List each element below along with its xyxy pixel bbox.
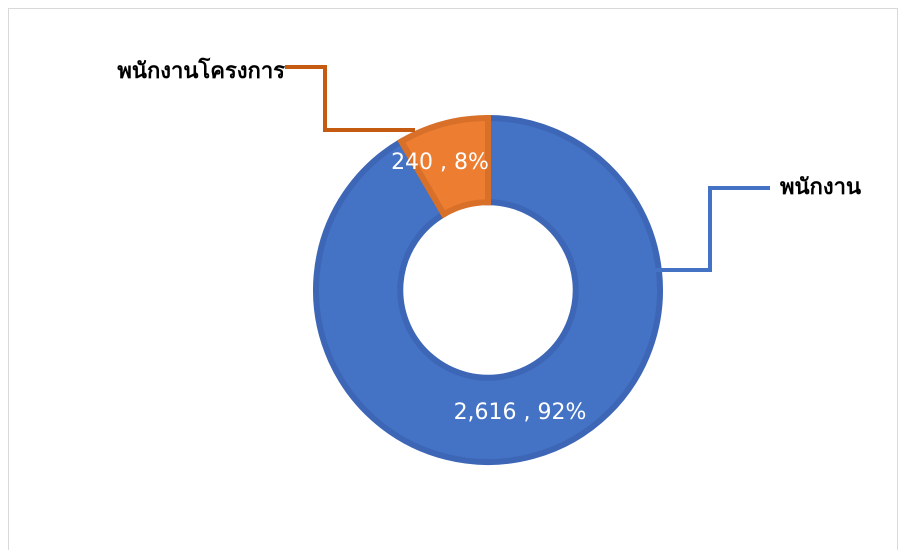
data-label: 240 , 8% (391, 150, 489, 175)
donut-slice (397, 114, 491, 219)
data-label: 2,616 , 92% (454, 400, 587, 425)
leader-line (285, 65, 415, 132)
leader-line (655, 186, 770, 272)
category-label: พนักงาน (780, 175, 861, 200)
donut-slice (313, 114, 663, 465)
chart-frame (8, 8, 898, 554)
category-label: พนักงานโครงการ (117, 57, 285, 84)
